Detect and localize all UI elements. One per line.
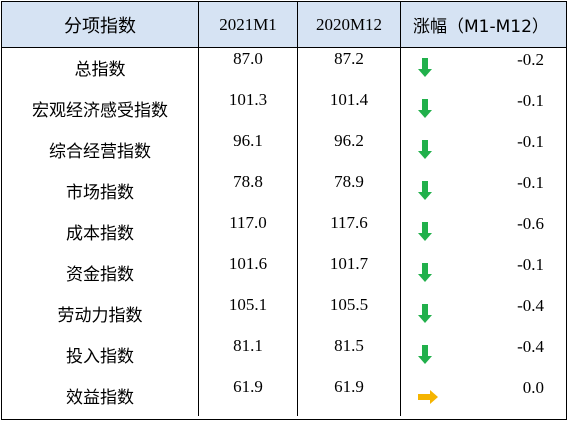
change-value: -0.1 — [517, 91, 544, 110]
change-value: -0.4 — [517, 296, 544, 315]
table-row: 效益指数 61.9 61.9 0.0 — [2, 375, 566, 416]
table-row: 宏观经济感受指数 101.3 101.4 -0.1 — [2, 88, 566, 129]
previous-value: 117.6 — [298, 211, 401, 252]
down-arrow-icon — [417, 180, 433, 202]
previous-value: 61.9 — [298, 375, 401, 416]
header-name: 分项指数 — [2, 2, 199, 47]
index-name: 宏观经济感受指数 — [2, 88, 199, 129]
previous-value: 87.2 — [298, 47, 401, 88]
change-cell: -0.4 — [401, 293, 566, 334]
previous-value: 101.4 — [298, 88, 401, 129]
down-arrow-icon — [417, 262, 433, 284]
table-row: 市场指数 78.8 78.9 -0.1 — [2, 170, 566, 211]
current-value: 101.3 — [199, 88, 298, 129]
current-value: 105.1 — [199, 293, 298, 334]
down-arrow-icon — [417, 57, 433, 79]
previous-value: 96.2 — [298, 129, 401, 170]
index-name: 劳动力指数 — [2, 293, 199, 334]
table-row: 综合经营指数 96.1 96.2 -0.1 — [2, 129, 566, 170]
change-cell: -0.1 — [401, 252, 566, 293]
table-row: 劳动力指数 105.1 105.5 -0.4 — [2, 293, 566, 334]
change-value: -0.1 — [517, 173, 544, 192]
change-cell: -0.1 — [401, 129, 566, 170]
header-previous-month: 2020M12 — [298, 2, 401, 47]
change-cell: -0.6 — [401, 211, 566, 252]
change-cell: -0.4 — [401, 334, 566, 375]
change-value: -0.4 — [517, 337, 544, 356]
index-name: 综合经营指数 — [2, 129, 199, 170]
current-value: 78.8 — [199, 170, 298, 211]
previous-value: 105.5 — [298, 293, 401, 334]
change-cell: 0.0 — [401, 375, 566, 416]
current-value: 96.1 — [199, 129, 298, 170]
right-arrow-icon — [417, 389, 439, 404]
previous-value: 78.9 — [298, 170, 401, 211]
change-cell: -0.1 — [401, 170, 566, 211]
current-value: 101.6 — [199, 252, 298, 293]
current-value: 117.0 — [199, 211, 298, 252]
change-value: -0.6 — [517, 214, 544, 233]
change-value: -0.1 — [517, 255, 544, 274]
table-row: 资金指数 101.6 101.7 -0.1 — [2, 252, 566, 293]
index-name: 市场指数 — [2, 170, 199, 211]
previous-value: 101.7 — [298, 252, 401, 293]
index-name: 总指数 — [2, 47, 199, 88]
change-value: -0.1 — [517, 132, 544, 151]
current-value: 87.0 — [199, 47, 298, 88]
change-value: -0.2 — [517, 50, 544, 69]
table-row: 总指数 87.0 87.2 -0.2 — [2, 47, 566, 88]
change-cell: -0.1 — [401, 88, 566, 129]
down-arrow-icon — [417, 98, 433, 120]
current-value: 61.9 — [199, 375, 298, 416]
down-arrow-icon — [417, 344, 433, 366]
index-name: 资金指数 — [2, 252, 199, 293]
down-arrow-icon — [417, 221, 433, 243]
header-current-month: 2021M1 — [199, 2, 298, 47]
change-value: 0.0 — [522, 378, 544, 397]
index-name: 投入指数 — [2, 334, 199, 375]
table-header: 分项指数 2021M1 2020M12 涨幅（M1-M12） — [2, 2, 566, 48]
current-value: 81.1 — [199, 334, 298, 375]
down-arrow-icon — [417, 139, 433, 161]
previous-value: 81.5 — [298, 334, 401, 375]
header-change: 涨幅（M1-M12） — [413, 17, 549, 37]
table-row: 成本指数 117.0 117.6 -0.6 — [2, 211, 566, 252]
index-name: 效益指数 — [2, 375, 199, 416]
change-cell: -0.2 — [401, 47, 566, 88]
down-arrow-icon — [417, 303, 433, 325]
table-row: 投入指数 81.1 81.5 -0.4 — [2, 334, 566, 375]
index-name: 成本指数 — [2, 211, 199, 252]
